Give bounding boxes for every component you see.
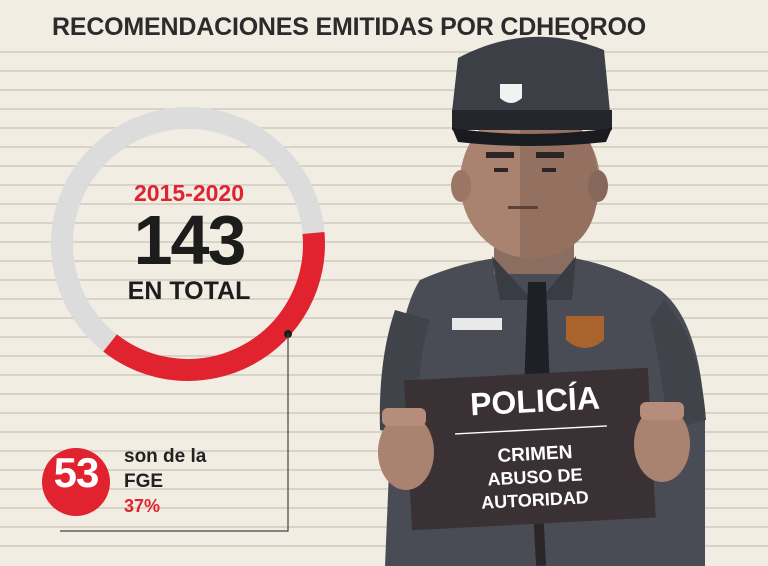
stat-total-label: EN TOTAL <box>127 277 251 305</box>
sub-percent: 37% <box>124 496 161 516</box>
sub-count: 53 <box>53 449 100 496</box>
stat-years: 2015-2020 <box>134 180 244 206</box>
page-title: RECOMENDACIONES EMITIDAS POR CDHEQROO <box>52 13 647 41</box>
sub-count-badge <box>42 448 110 516</box>
police-officer-figure <box>378 36 706 566</box>
sub-label-line2: FGE <box>124 471 164 492</box>
ring-progress-arc <box>103 232 325 381</box>
stat-total: 143 <box>133 201 247 279</box>
sub-label-line1: son de la <box>124 446 207 467</box>
connector-line <box>60 334 289 532</box>
